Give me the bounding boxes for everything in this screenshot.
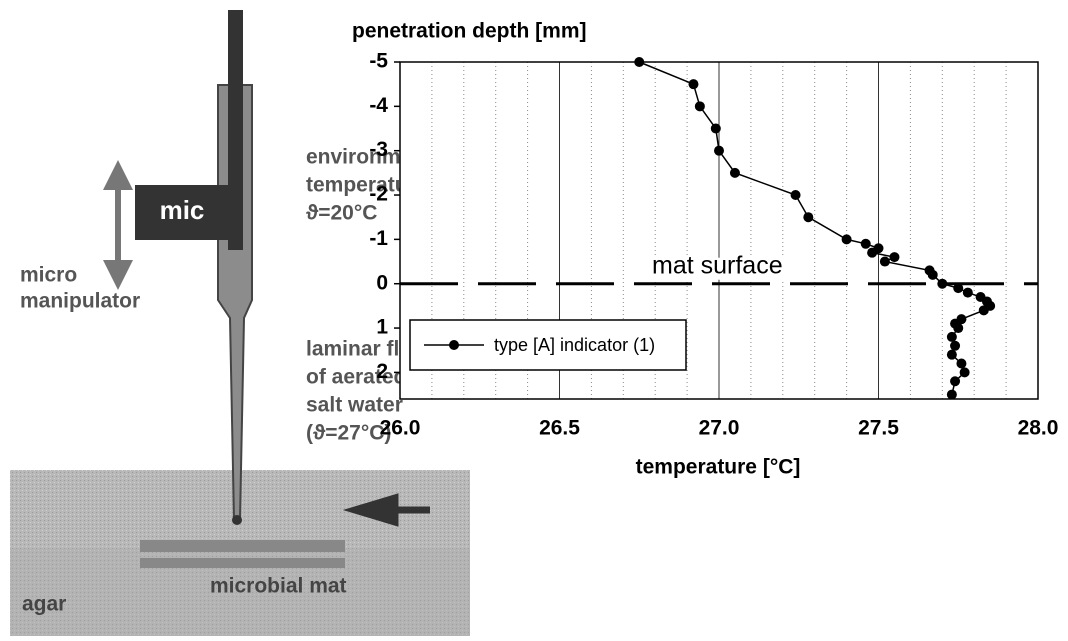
x-tick-label: 26.0 (380, 417, 421, 440)
diagram: mic environmenta temperature: ϑ=20°C mic… (10, 10, 470, 636)
data-point (950, 376, 961, 387)
y-tick-label: 0 (376, 271, 388, 294)
data-point (688, 79, 699, 90)
data-point (962, 287, 973, 298)
flow-arrow (342, 493, 430, 527)
manipulator-arrowheads (103, 160, 133, 290)
mat-label: microbial mat (210, 575, 347, 598)
data-point (879, 256, 890, 267)
data-point (860, 238, 871, 249)
y-tick-label: -3 (369, 138, 388, 161)
x-tick-label: 27.0 (699, 417, 740, 440)
mic-box (135, 185, 230, 240)
x-tick-label: 26.5 (539, 417, 580, 440)
flow-label: laminar flow (306, 338, 429, 361)
data-point (803, 212, 814, 223)
data-point (946, 349, 957, 360)
data-point (946, 331, 957, 342)
data-point (937, 278, 948, 289)
data-point (714, 145, 724, 156)
data-point (710, 123, 721, 134)
electrode-tip (232, 515, 242, 525)
x-axis-label: temperature [°C] (636, 456, 801, 479)
x-tick-label: 28.0 (1018, 417, 1059, 440)
env-label: ϑ=20°C (306, 202, 377, 225)
legend-label: type [A] indicator (1) (494, 335, 655, 355)
data-point (953, 323, 964, 334)
annotation: mat surface (652, 251, 783, 279)
y-tick-label: -2 (369, 183, 388, 206)
data-point (953, 283, 964, 294)
y-tick-label: 1 (376, 316, 388, 339)
data-point (956, 358, 967, 369)
mat-layer (140, 558, 345, 568)
electrode-shaft (228, 10, 243, 250)
data-point (841, 234, 852, 245)
data-point (729, 167, 740, 178)
mat-layer (140, 540, 345, 552)
data-point (978, 305, 989, 316)
data-point (959, 367, 970, 378)
y-tick-label: -5 (369, 50, 388, 73)
data-point (950, 340, 961, 351)
data-point (867, 247, 878, 258)
data-point (927, 269, 938, 280)
plot-frame (399, 61, 1039, 400)
flow-label: salt water (306, 394, 403, 417)
data-point (694, 101, 705, 112)
y-tick-label: -4 (369, 94, 388, 117)
y-axis-label: penetration depth [mm] (352, 20, 587, 43)
manipulator-label: manipulator (20, 290, 140, 313)
flow-label: (ϑ=27°C) (306, 422, 391, 445)
data-point (889, 252, 900, 263)
data-point (634, 57, 645, 67)
legend-marker (449, 340, 459, 350)
flow-label: of aerated (306, 366, 406, 389)
annotation-bg (648, 257, 812, 280)
agar-label: agar (22, 593, 66, 616)
y-tick-label: -1 (369, 227, 388, 250)
data-point (946, 389, 957, 400)
y-tick-label: 2 (376, 360, 388, 383)
manipulator-label: micro (20, 264, 77, 287)
mic-label: mic (160, 195, 205, 225)
x-tick-label: 27.5 (858, 417, 899, 440)
data-point (790, 190, 801, 201)
